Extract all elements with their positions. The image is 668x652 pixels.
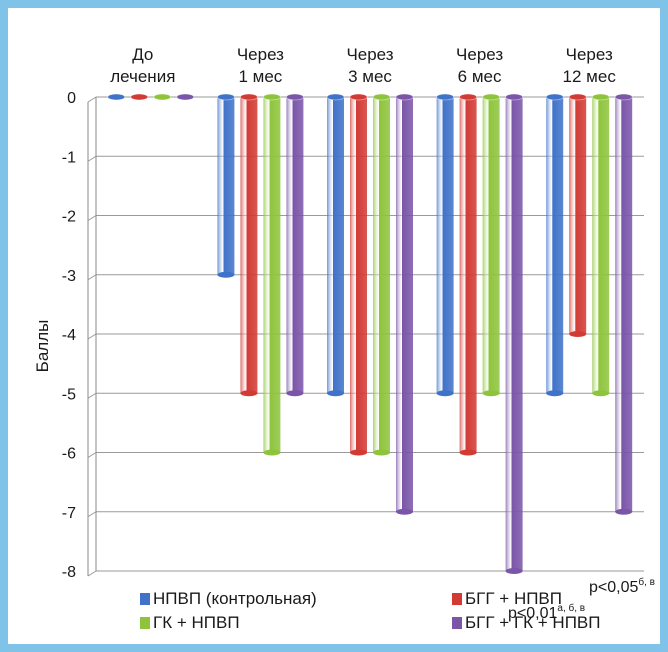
category-label: 6 мес <box>458 67 502 86</box>
bar <box>459 93 478 456</box>
y-tick-label: -1 <box>62 149 76 166</box>
category-label: 1 мес <box>238 67 282 86</box>
axes <box>87 97 97 576</box>
bar <box>216 93 235 278</box>
y-tick-label: -5 <box>62 386 76 403</box>
bars <box>107 93 633 574</box>
gridline-depth <box>87 155 97 162</box>
category-label: До <box>132 45 153 64</box>
bar <box>591 93 610 397</box>
gridlines <box>87 96 644 577</box>
bar <box>239 93 258 397</box>
y-tick-labels: 0 -1 -2 -3 -4 -5 -6 -7 -8 <box>62 90 76 581</box>
bar <box>545 93 564 397</box>
bar <box>395 93 414 515</box>
y-tick-label: -3 <box>62 268 76 285</box>
gridline-depth <box>87 452 97 458</box>
category-label: Через <box>346 45 393 64</box>
category-label: 3 мес <box>348 67 392 86</box>
bar <box>326 93 345 397</box>
gridline-depth <box>87 333 97 340</box>
gridline-depth <box>87 511 97 518</box>
y-tick-label: -2 <box>62 209 76 226</box>
legend-label: НПВП (контрольная) <box>153 589 317 608</box>
y-tick-label: 0 <box>67 90 76 107</box>
legend-swatch <box>452 617 462 629</box>
category-label: Через <box>566 45 613 64</box>
category-label: Через <box>237 45 284 64</box>
legend-label: БГГ + НПВП <box>465 589 562 608</box>
significance-annotation: p<0,05б, в <box>589 576 655 596</box>
y-tick-label: -7 <box>62 505 76 522</box>
legend-swatch <box>452 593 462 605</box>
y-axis-label: Баллы <box>33 320 52 373</box>
bar <box>614 93 633 515</box>
bar <box>482 93 501 397</box>
bar <box>349 93 368 456</box>
legend-label: БГГ + ГК + НПВП <box>465 613 600 632</box>
gridline-depth <box>87 570 97 577</box>
bar <box>262 93 281 456</box>
bar <box>153 93 172 101</box>
category-label: 12 мес <box>563 67 617 86</box>
bar <box>107 93 126 101</box>
bar <box>176 93 195 101</box>
y-tick-label: -4 <box>62 327 76 344</box>
bar <box>568 93 587 337</box>
legend-label: ГК + НПВП <box>153 613 240 632</box>
y-tick-label: -6 <box>62 446 76 463</box>
y-tick-label: -8 <box>62 564 76 581</box>
category-labels: До лечения Через 1 мес Через 3 мес Через 6 мес Ч… <box>110 45 616 86</box>
gridline-depth <box>87 215 97 221</box>
category-label: Через <box>456 45 503 64</box>
legend-swatch <box>140 617 150 629</box>
category-label: лечения <box>110 67 175 86</box>
legend-swatch <box>140 593 150 605</box>
bar <box>372 93 391 456</box>
bar <box>505 93 524 574</box>
gridline-depth <box>87 274 97 281</box>
gridline-depth <box>87 96 97 103</box>
bar-chart: 0 -1 -2 -3 -4 -5 -6 -7 -8 До лечения Через 1 мес Чер… <box>33 45 655 632</box>
gridline-depth <box>87 392 97 399</box>
bar <box>436 93 455 397</box>
bar <box>285 93 304 397</box>
bar <box>130 93 149 101</box>
legend: НПВП (контрольная) БГГ + НПВП ГК + НПВП БГГ… <box>140 589 600 632</box>
